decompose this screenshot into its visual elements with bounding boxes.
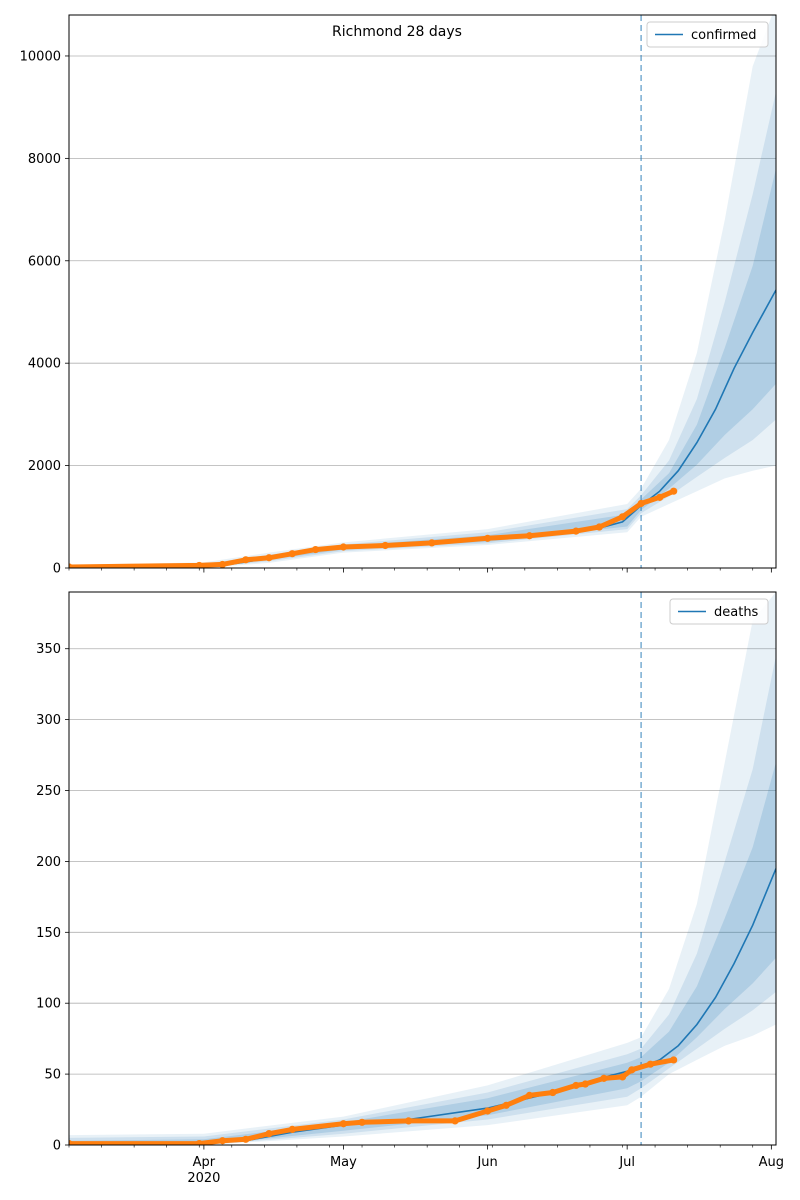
observed-point <box>656 493 664 501</box>
observed-point <box>288 550 296 558</box>
observed-point <box>69 563 73 568</box>
axes-frame <box>68 14 777 569</box>
y-tick-label: 300 <box>36 713 61 728</box>
model-line <box>69 868 776 1145</box>
observed-point <box>288 1125 296 1134</box>
observed-point <box>242 1135 250 1143</box>
observed-point <box>628 1066 636 1074</box>
figure-title: Richmond 28 days <box>332 24 462 40</box>
observed-point <box>618 513 627 521</box>
observed-point <box>265 554 273 562</box>
legend: confirmed <box>646 21 769 48</box>
observed-point <box>600 1074 608 1082</box>
x-tick-label: May <box>330 1155 357 1170</box>
observed-point <box>595 523 603 531</box>
legend: deaths <box>669 598 769 625</box>
observed-point <box>572 1081 580 1090</box>
observed-point <box>339 543 348 551</box>
observed-point <box>484 1107 492 1115</box>
observed-point <box>381 541 389 550</box>
observed-point <box>525 532 534 540</box>
observed-point <box>525 1091 534 1099</box>
observed-trace <box>69 488 677 568</box>
legend-label: deaths <box>714 605 759 620</box>
y-tick-label: 4000 <box>28 357 61 372</box>
observed-point <box>339 1120 348 1128</box>
plot-area <box>69 15 776 568</box>
x-tick-label: Jun <box>476 1155 497 1170</box>
observed-point <box>646 1060 655 1068</box>
y-tick-label: 10000 <box>20 49 61 64</box>
x-tick-label: Aug <box>759 1155 784 1170</box>
observed-point <box>195 561 203 568</box>
y-tick-label: 0 <box>53 1139 61 1154</box>
y-tick-label: 6000 <box>28 254 61 269</box>
observed-point <box>404 1117 413 1125</box>
confirmed-panel: 0 2000 4000 6000 8000 10000 confirmed <box>20 14 777 577</box>
observed-point <box>502 1101 510 1109</box>
observed-point <box>670 487 678 495</box>
observed-point <box>572 527 580 535</box>
observed-point <box>69 1139 73 1145</box>
x-tick-sublabel: 2020 <box>187 1171 220 1186</box>
y-tick-label: 100 <box>36 997 61 1012</box>
observed-point <box>618 1073 627 1081</box>
observed-point <box>218 1137 227 1145</box>
legend-box <box>646 21 769 48</box>
observed-point <box>549 1088 557 1097</box>
y-tick-label: 50 <box>44 1068 61 1083</box>
observed-point <box>670 1056 678 1064</box>
observed-point <box>242 556 250 564</box>
observed-point <box>218 560 227 568</box>
observed-point <box>265 1130 273 1138</box>
axes-frame <box>68 591 777 1146</box>
observed-point <box>484 534 492 542</box>
observed-point <box>358 1118 366 1126</box>
observed-point <box>428 539 436 547</box>
legend-box <box>669 598 769 625</box>
y-tick-label: 150 <box>36 926 61 941</box>
observed-point <box>195 1139 203 1145</box>
observed-point <box>637 499 645 508</box>
y-tick-label: 2000 <box>28 459 61 474</box>
y-tick-label: 8000 <box>28 152 61 167</box>
observed-point <box>451 1117 459 1125</box>
observed-point <box>581 1080 589 1088</box>
x-tick-label: Jul <box>618 1155 635 1170</box>
y-tick-label: 350 <box>36 642 61 657</box>
y-tick-label: 250 <box>36 784 61 799</box>
observed-point <box>311 545 320 554</box>
plot-area <box>69 592 776 1145</box>
y-tick-label: 0 <box>53 562 61 577</box>
y-tick-label: 200 <box>36 855 61 870</box>
legend-label: confirmed <box>691 28 757 43</box>
x-tick-label: Apr <box>193 1155 216 1170</box>
